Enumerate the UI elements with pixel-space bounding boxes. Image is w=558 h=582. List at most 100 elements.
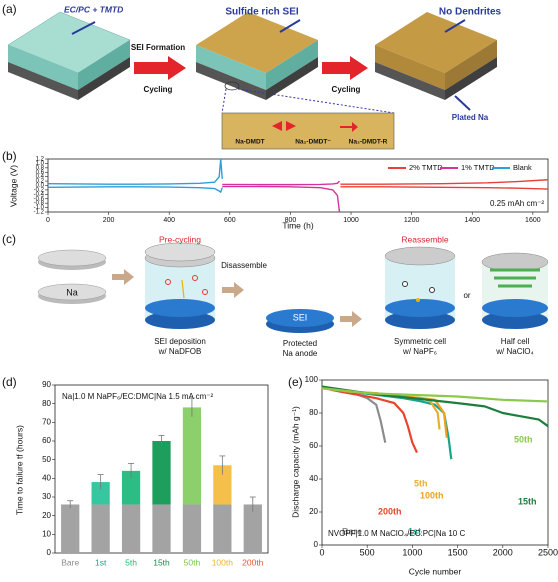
x-axis-title: Cycle number: [409, 566, 462, 576]
x-tick-label: 1500: [448, 547, 468, 557]
annotation: Plated Na: [452, 113, 489, 122]
x-tick-label: 0: [319, 547, 324, 557]
connector: or: [463, 291, 470, 300]
x-tick-label: Bare: [61, 557, 79, 567]
panel-label: (c): [2, 232, 16, 246]
bar-segment: [152, 441, 171, 505]
y-tick-label: 80: [309, 408, 318, 417]
caption: Symmetric cell: [394, 337, 446, 346]
bar-segment: [91, 504, 110, 553]
y-tick-label: 0.4: [36, 174, 45, 180]
x-tick-label: 500: [360, 547, 375, 557]
molecule-label: Na₂-DMDT⁻: [295, 139, 331, 146]
bar-segment: [182, 504, 202, 553]
panel-label: (b): [2, 149, 17, 163]
y-tick-label: 70: [42, 417, 51, 426]
y-tick-label: 0: [314, 540, 319, 549]
bar-segment: [61, 504, 80, 553]
x-tick-label: 100th: [212, 557, 234, 567]
molecule-label: Na-DMDT: [235, 139, 264, 146]
y-tick-label: -1.0: [34, 205, 45, 211]
bar-segment: [243, 504, 262, 553]
arrow-label: SEI Formation: [131, 43, 185, 52]
series-line: [340, 179, 549, 185]
panel-label: (a): [2, 2, 17, 16]
panel-a-art: [7, 11, 497, 150]
bar-segment: [121, 504, 141, 553]
x-tick-label: 0: [46, 217, 50, 224]
x-tick-label: 1400: [464, 217, 480, 224]
legend-label: 1% TMTD: [461, 163, 495, 172]
x-tick-label: 5th: [125, 557, 137, 567]
x-tick-label: 1000: [402, 547, 422, 557]
series-line: [321, 385, 453, 460]
x-tick-label: 200th: [242, 557, 264, 567]
y-tick-label: 0.2: [36, 179, 45, 185]
y-tick-label: -0.2: [34, 187, 45, 193]
bar-segment: [213, 504, 232, 553]
disc-label: Na: [66, 287, 78, 297]
y-tick-label: 80: [42, 399, 51, 408]
legend-label: Blank: [513, 163, 532, 172]
series-label: 15th: [518, 496, 537, 506]
legend-label: 2% TMTD: [409, 163, 443, 172]
y-tick-label: 0.8: [36, 165, 45, 171]
annotation: Na|1.0 M NaPF₆/EC:DMC|Na 1.5 mA cm⁻²: [62, 392, 214, 401]
series-line: [47, 186, 223, 193]
plot-frame: [47, 158, 549, 213]
series-label: 5th: [414, 478, 428, 488]
y-tick-label: 0: [47, 548, 52, 557]
x-tick-label: 600: [224, 217, 236, 224]
annotation: NVOPF|1.0 M NaClO₄/EC:PC|Na 10 C: [328, 529, 465, 538]
plot-frame: [321, 379, 549, 546]
y-tick-label: 30: [42, 492, 51, 501]
series-line: [222, 185, 341, 213]
series-line: [222, 180, 341, 186]
arrow-label: Cycling: [332, 85, 361, 94]
caption: Na anode: [283, 349, 318, 358]
y-axis-title: Time to failure tf (hours): [14, 425, 24, 515]
disc-label: SEI: [293, 312, 308, 322]
caption: w/ NaClO₄: [495, 347, 534, 356]
x-tick-label: 1000: [343, 217, 359, 224]
x-tick-label: 50th: [184, 557, 201, 567]
y-tick-label: 1.0: [36, 161, 45, 167]
bar-segment: [182, 407, 202, 505]
y-tick-label: -1.2: [34, 210, 45, 216]
y-tick-label: 20: [42, 511, 51, 520]
caption: Protected: [283, 339, 317, 348]
block-label: Sulfide rich SEI: [225, 7, 299, 18]
panel-label: (e): [288, 375, 303, 389]
annotation: 0.25 mAh cm⁻²: [490, 199, 544, 208]
series-label: 200th: [378, 506, 402, 516]
series-line: [321, 387, 549, 403]
y-tick-label: 0.6: [36, 170, 45, 176]
series-label: Bare: [342, 526, 362, 536]
series-label: 1st: [408, 526, 421, 536]
series-line: [340, 186, 549, 190]
y-tick-label: -0.8: [34, 201, 45, 207]
y-tick-label: 60: [42, 436, 51, 445]
caption: w/ NaPF₆: [402, 347, 437, 356]
y-tick-label: 20: [309, 507, 318, 516]
caption: Half cell: [501, 337, 530, 346]
panel-c-art: [37, 242, 549, 333]
x-axis-title: Time (h): [282, 220, 313, 230]
bar-segment: [213, 465, 232, 505]
annotation: EC/PC + TMTD: [64, 4, 123, 14]
step-label: Reassemble: [401, 234, 449, 244]
x-tick-label: 2500: [538, 547, 558, 557]
panel-label: (d): [2, 375, 17, 389]
x-tick-label: 1200: [404, 217, 420, 224]
caption: w/ NaDFOB: [158, 347, 202, 356]
y-tick-label: 1.2: [36, 157, 45, 163]
series-label: 100th: [420, 490, 444, 500]
step-label: Pre-cycling: [159, 234, 201, 244]
series-line: [321, 385, 418, 454]
y-tick-label: 60: [309, 441, 318, 450]
bar-segment: [91, 482, 110, 505]
y-tick-label: 40: [309, 474, 318, 483]
x-tick-label: 200: [103, 217, 115, 224]
y-tick-label: 0.0: [36, 183, 45, 189]
